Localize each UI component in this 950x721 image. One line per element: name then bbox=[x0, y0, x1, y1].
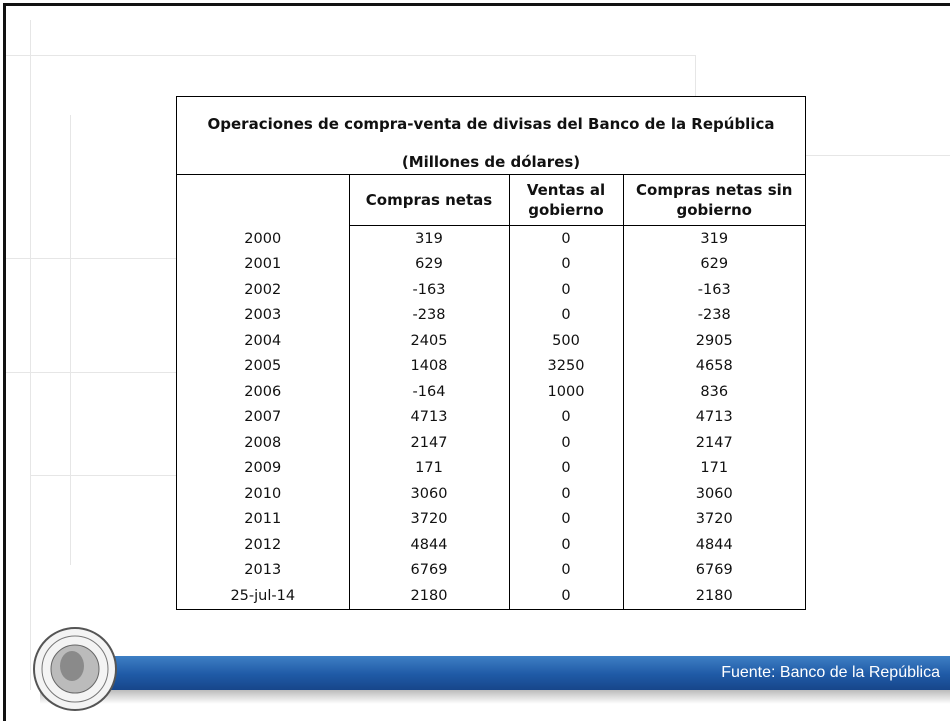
table-cell: 171 bbox=[622, 455, 805, 481]
table-cell: 2002 bbox=[244, 281, 282, 298]
table-cell: -163 bbox=[348, 277, 509, 303]
table-cell: 2180 bbox=[348, 583, 509, 609]
table-cell: 319 bbox=[348, 225, 509, 252]
decor-line bbox=[30, 20, 31, 690]
table-cell: 0 bbox=[508, 277, 623, 303]
table-cell: 500 bbox=[508, 328, 623, 354]
table-row: 2001 629 0 629 bbox=[177, 251, 805, 277]
table-row: 2012 4844 0 4844 bbox=[177, 532, 805, 558]
table-cell: 3720 bbox=[348, 506, 509, 532]
header-row: Compras netas Ventas al gobierno Compras n… bbox=[177, 174, 805, 226]
table-cell: 2011 bbox=[244, 511, 282, 528]
table-cell: 0 bbox=[508, 251, 623, 277]
table-cell: 2007 bbox=[244, 409, 282, 426]
decor-line bbox=[695, 55, 696, 96]
table-row: 2008 2147 0 2147 bbox=[177, 430, 805, 456]
slide-frame bbox=[3, 3, 950, 721]
table-cell: 6769 bbox=[622, 557, 805, 583]
table-cell: 171 bbox=[348, 455, 509, 481]
footer-shadow bbox=[40, 690, 950, 704]
decor-line bbox=[70, 115, 71, 565]
table-cell: 25-jul-14 bbox=[230, 587, 296, 604]
table-cell: 2004 bbox=[244, 332, 282, 349]
table-cell: -164 bbox=[348, 379, 509, 405]
table-row: 2004 2405 500 2905 bbox=[177, 328, 805, 354]
table-cell: 2006 bbox=[244, 383, 282, 400]
table-title: Operaciones de compra-venta de divisas d… bbox=[207, 115, 775, 133]
header-cell: Compras netas bbox=[348, 174, 509, 226]
header-cell: Compras netas sin gobierno bbox=[622, 174, 805, 226]
decor-line bbox=[806, 155, 950, 156]
table-cell: 2405 bbox=[348, 328, 509, 354]
table-cell: 1000 bbox=[508, 379, 623, 405]
table-cell: 3060 bbox=[622, 481, 805, 507]
table-cell: 2147 bbox=[622, 430, 805, 456]
source-note: Fuente: Banco de la República bbox=[721, 664, 940, 681]
table-cell: 2003 bbox=[244, 307, 282, 324]
table-cell: 2010 bbox=[244, 485, 282, 502]
header-cell: Ventas al gobierno bbox=[508, 174, 623, 226]
table-cell: 6769 bbox=[348, 557, 509, 583]
table-cell: 3720 bbox=[622, 506, 805, 532]
table-row: 2009 171 0 171 bbox=[177, 455, 805, 481]
table-body: 2000 319 0 319 2001 629 0 629 2002 -163 0 -163 2003-… bbox=[177, 225, 805, 609]
table-cell: 4844 bbox=[622, 532, 805, 558]
table-grid: Compras netas Ventas al gobierno Compras n… bbox=[177, 174, 805, 609]
table-cell: 0 bbox=[508, 430, 623, 456]
table-row: 2003 -238 0 -238 bbox=[177, 302, 805, 328]
decor-line bbox=[6, 372, 176, 373]
table-cell: 0 bbox=[508, 506, 623, 532]
decor-line bbox=[6, 258, 176, 259]
table-cell: 4713 bbox=[348, 404, 509, 430]
table-row: 2006 -164 1000 836 bbox=[177, 379, 805, 405]
table-cell: 4713 bbox=[622, 404, 805, 430]
table-cell: 0 bbox=[508, 557, 623, 583]
header-cell bbox=[177, 174, 349, 226]
logo bbox=[33, 627, 117, 711]
table-cell: -163 bbox=[622, 277, 805, 303]
table-row: 2007 4713 0 4713 bbox=[177, 404, 805, 430]
table-cell: 3250 bbox=[508, 353, 623, 379]
data-table: Operaciones de compra-venta de divisas d… bbox=[176, 96, 806, 610]
table-cell: 0 bbox=[508, 532, 623, 558]
table-cell: 629 bbox=[622, 251, 805, 277]
table-row: 2010 3060 0 3060 bbox=[177, 481, 805, 507]
table-cell: 2905 bbox=[622, 328, 805, 354]
table-cell: 319 bbox=[622, 225, 805, 252]
table-cell: 0 bbox=[508, 404, 623, 430]
table-cell: 2013 bbox=[244, 562, 282, 579]
table-cell: 2012 bbox=[244, 536, 282, 553]
table-cell: -238 bbox=[622, 302, 805, 328]
table-cell: -238 bbox=[348, 302, 509, 328]
table-cell: 0 bbox=[508, 225, 623, 252]
table-cell: 2000 bbox=[244, 230, 282, 247]
table-cell: 4658 bbox=[622, 353, 805, 379]
table-subtitle: (Millones de dólares) bbox=[401, 153, 581, 171]
decor-line bbox=[6, 55, 696, 56]
table-cell: 0 bbox=[508, 455, 623, 481]
table-cell: 0 bbox=[508, 481, 623, 507]
table-row: 2000 319 0 319 bbox=[177, 225, 805, 252]
table-cell: 2180 bbox=[622, 583, 805, 609]
table-cell: 2147 bbox=[348, 430, 509, 456]
table-row: 2002 -163 0 -163 bbox=[177, 277, 805, 303]
table-cell: 0 bbox=[508, 583, 623, 609]
table-cell: 836 bbox=[622, 379, 805, 405]
table-cell: 2001 bbox=[244, 256, 282, 273]
table-row: 2005 1408 3250 4658 bbox=[177, 353, 805, 379]
decor-line bbox=[30, 475, 176, 476]
table-cell: 2009 bbox=[244, 460, 282, 477]
table-row: 25-jul-14 2180 0 2180 bbox=[177, 583, 805, 609]
table-cell: 2005 bbox=[244, 358, 282, 375]
table-cell: 3060 bbox=[348, 481, 509, 507]
table-cell: 629 bbox=[348, 251, 509, 277]
table-row: 2011 3720 0 3720 bbox=[177, 506, 805, 532]
table-cell: 0 bbox=[508, 302, 623, 328]
table-cell: 2008 bbox=[244, 434, 282, 451]
table-row: 2013 6769 0 6769 bbox=[177, 557, 805, 583]
table-cell: 1408 bbox=[348, 353, 509, 379]
footer-band: Fuente: Banco de la República bbox=[40, 656, 950, 690]
table-cell: 4844 bbox=[348, 532, 509, 558]
